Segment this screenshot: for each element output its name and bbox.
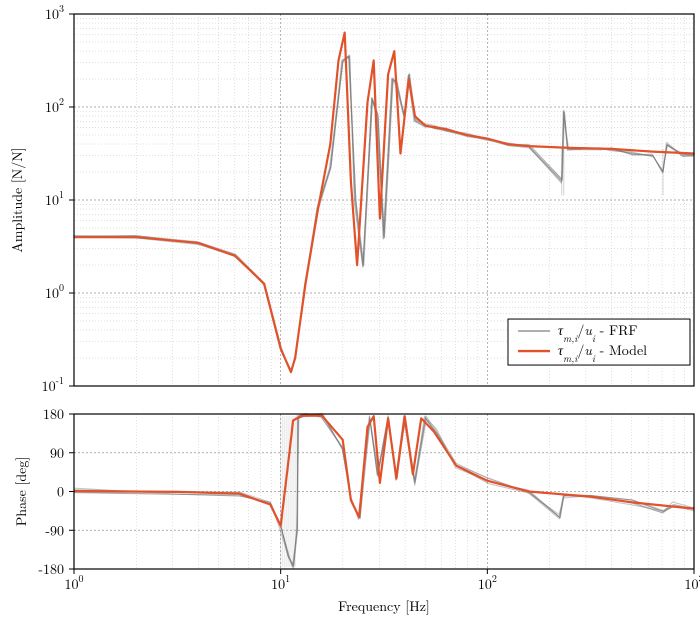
svg-text:90: 90 [50, 443, 64, 463]
bode-plot: 10-1 100 101 102 103 Amplitude [N/N] τm,i/ui -… [0, 0, 700, 621]
svg-text:-180: -180 [38, 559, 64, 579]
svg-text:102: 102 [45, 94, 64, 117]
svg-text:102: 102 [478, 571, 497, 594]
svg-text:-90: -90 [45, 520, 64, 540]
magnitude-ylabel: Amplitude [N/N] [7, 147, 27, 252]
svg-text:100: 100 [45, 280, 64, 303]
svg-text:180: 180 [43, 404, 64, 424]
svg-text:103: 103 [45, 1, 64, 24]
svg-text:10-1: 10-1 [42, 373, 64, 396]
svg-text:101: 101 [45, 187, 64, 210]
phase-ylabel: Phase [deg] [11, 457, 31, 527]
xlabel: Frequency [Hz] [338, 596, 430, 616]
svg-text:0: 0 [57, 482, 64, 502]
phase-model [74, 416, 694, 526]
legend: τm,i/ui - FRFτm,i/ui - Model [508, 319, 690, 365]
svg-text:103: 103 [685, 571, 700, 594]
svg-text:101: 101 [271, 571, 290, 594]
svg-text:100: 100 [65, 571, 84, 594]
